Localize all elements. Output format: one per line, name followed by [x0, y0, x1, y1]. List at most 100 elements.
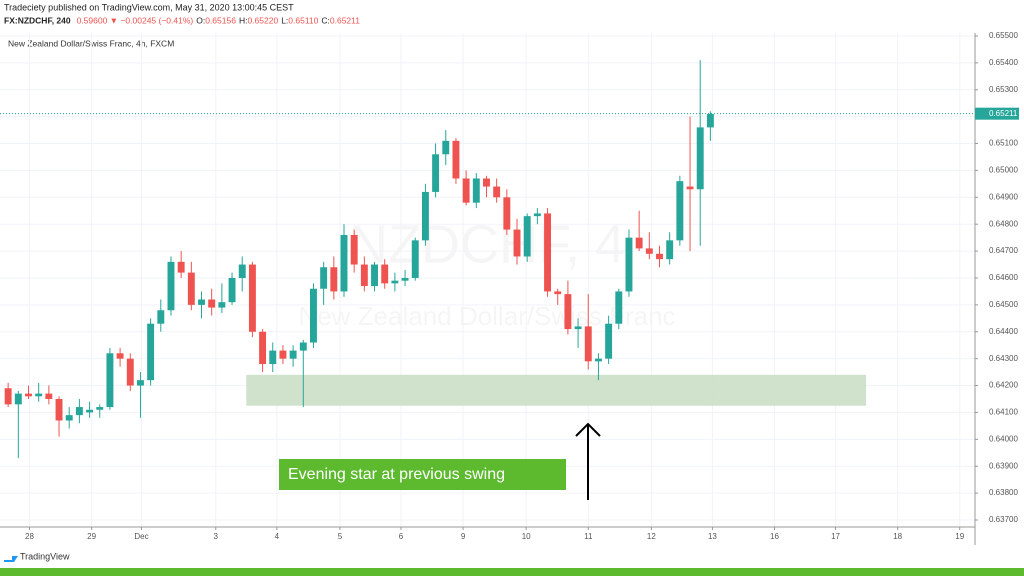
x-tick-label: 12	[647, 532, 656, 541]
candle-body	[452, 140, 460, 179]
x-tick-label: 9	[461, 532, 466, 541]
symbol-line: FX:NZDCHF, 240 0.59600 ▼ −0.00245 (−0.41…	[4, 15, 360, 25]
last-price-tag	[975, 107, 1019, 120]
candle-body	[432, 154, 440, 192]
candle-body	[65, 415, 73, 421]
candle-body	[615, 291, 623, 324]
candle-body	[676, 181, 684, 241]
annotation-box	[279, 459, 566, 490]
candle-body	[259, 331, 267, 365]
candle-body	[523, 216, 531, 257]
ohlc-key: C:	[321, 15, 330, 25]
ohlc-value: 0.65211	[330, 15, 360, 25]
candle-body	[116, 353, 124, 359]
y-tick-label: 0.64600	[989, 273, 1018, 282]
ohlc-value: 0.65156	[205, 15, 236, 25]
candle-body	[360, 264, 368, 287]
x-tick-label: 28	[25, 532, 34, 541]
candle-body	[35, 393, 43, 397]
x-tick-label: Dec	[134, 532, 148, 541]
candle-body	[625, 237, 633, 292]
candle-body	[167, 261, 175, 311]
ohlc-key: H:	[239, 15, 248, 25]
candle-body	[96, 407, 104, 410]
candle-body	[25, 393, 32, 397]
support-zone	[246, 374, 867, 406]
candle-body	[686, 186, 694, 190]
candle-body	[310, 288, 317, 343]
y-tick-label: 0.64300	[989, 354, 1018, 363]
candle-body	[635, 237, 643, 249]
candle-body	[75, 407, 83, 416]
x-tick-label: 11	[584, 532, 593, 541]
x-tick-label: 5	[338, 532, 343, 541]
candle-body	[503, 197, 511, 230]
candle-body	[706, 113, 714, 128]
candle-body	[696, 127, 704, 190]
publisher: Tradeciety published on TradingView.com,…	[4, 2, 294, 12]
candle-body	[157, 310, 165, 324]
candle-body	[401, 277, 409, 281]
candle-body	[411, 240, 419, 278]
candle-body	[666, 240, 674, 260]
y-tick-label: 0.65500	[989, 31, 1018, 40]
candle-body	[147, 323, 155, 381]
y-tick-label: 0.64800	[989, 219, 1018, 228]
ohlc-key: L:	[281, 15, 288, 25]
x-tick-label: 29	[87, 532, 96, 541]
candle-body	[513, 229, 521, 257]
candle-body	[483, 178, 490, 187]
candle-body	[594, 358, 602, 362]
footer-brand: TradingView	[20, 551, 70, 561]
candle-body	[289, 350, 297, 359]
y-tick-label: 0.64200	[989, 381, 1018, 390]
candle-body	[493, 186, 501, 198]
y-tick-label: 0.64900	[989, 192, 1018, 201]
candle-body	[228, 277, 236, 303]
y-tick-label: 0.64500	[989, 300, 1018, 309]
candle-body	[472, 178, 480, 203]
y-tick-label: 0.63900	[989, 461, 1018, 470]
candle-body	[238, 264, 246, 278]
candle-body	[320, 267, 328, 289]
candle-body	[462, 178, 470, 203]
y-tick-label: 0.65000	[989, 166, 1018, 175]
candle-body	[4, 388, 12, 405]
footer-logo	[4, 556, 18, 562]
candle-body	[279, 350, 287, 359]
candle-body	[106, 353, 114, 408]
x-tick-label: 3	[214, 532, 219, 541]
candle-body	[208, 299, 216, 308]
y-tick-label: 0.65100	[989, 139, 1018, 148]
watermark: New Zealand Dollar/Swiss Franc	[298, 301, 675, 331]
y-tick-label: 0.63800	[989, 488, 1018, 497]
candle-body	[340, 234, 348, 292]
x-tick-label: 18	[893, 532, 902, 541]
y-tick-label: 0.65300	[989, 85, 1018, 94]
candle-body	[554, 291, 562, 295]
candle-body	[45, 393, 53, 399]
ohlc-value: 0.65220	[247, 15, 278, 25]
y-tick-label: 0.63700	[989, 515, 1018, 524]
candle-body	[177, 261, 185, 273]
candle-body	[533, 213, 541, 217]
ohlc-value: 0.65110	[288, 15, 318, 25]
candle-body	[86, 409, 94, 413]
x-tick-label: 6	[399, 532, 404, 541]
x-tick-label: 4	[275, 532, 280, 541]
annotation: Evening star at previous swing	[288, 466, 505, 483]
candle-body	[218, 302, 226, 308]
candle-body	[645, 248, 653, 254]
candle-body	[248, 264, 256, 332]
candle-body	[421, 191, 429, 241]
candle-body	[299, 342, 307, 351]
candle-body	[126, 358, 134, 386]
x-tick-label: 16	[770, 532, 779, 541]
y-tick-label: 0.65400	[989, 58, 1018, 67]
candle-body	[442, 140, 450, 155]
candle-body	[544, 213, 552, 292]
y-tick-label: 0.64000	[989, 434, 1018, 443]
ohlc-key: O:	[196, 15, 205, 25]
candle-body	[605, 323, 613, 359]
x-tick-label: 19	[955, 532, 964, 541]
